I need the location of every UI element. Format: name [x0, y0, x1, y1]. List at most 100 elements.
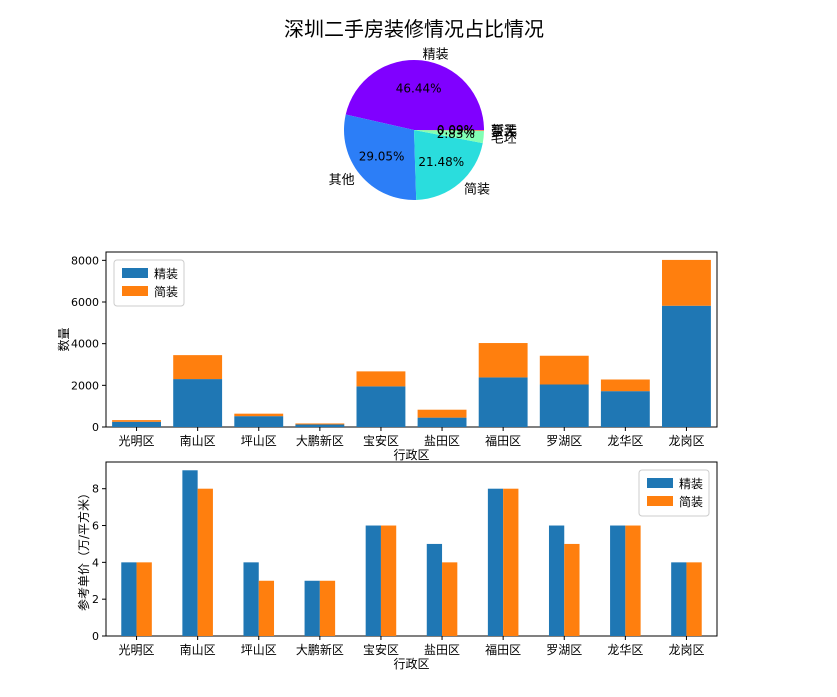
x-tick-label: 光明区	[119, 643, 155, 657]
x-axis-label: 行政区	[393, 448, 429, 462]
legend-label: 精装	[154, 267, 178, 281]
pie-value-label: 0.09%	[437, 123, 475, 137]
x-tick-label: 南山区	[180, 642, 216, 657]
legend-label: 简装	[679, 495, 703, 509]
pie-category-label: 暂无	[491, 124, 517, 139]
bar-series1	[112, 421, 161, 427]
bar-series1	[487, 488, 504, 636]
y-tick-label: 2000	[71, 379, 99, 392]
pie-category-label: 其他	[329, 173, 355, 188]
pie-slice-1	[344, 114, 417, 200]
bar-series2	[600, 379, 650, 392]
bar-series2	[173, 355, 223, 380]
bar-series2	[234, 413, 284, 417]
grouped-bar-chart: 光明区 南山区 坪山区 大鹏新区 宝安区 盐田区 福田区 罗湖区 龙华区 龙岗区 0 2 4 6 8 行政区 参…	[76, 461, 718, 671]
bars	[112, 259, 711, 427]
x-tick-label: 盐田区	[424, 434, 460, 448]
legend-swatch	[647, 478, 673, 488]
y-tick-label: 4	[92, 556, 99, 569]
x-tick-label: 龙华区	[607, 434, 643, 448]
x-tick-label: 坪山区	[241, 434, 277, 448]
x-tick-label: 南山区	[180, 433, 216, 448]
pie-category-label: 毛坯	[491, 132, 517, 147]
y-tick-label: 6000	[71, 296, 99, 309]
pie-slice-2	[414, 130, 483, 200]
bars	[121, 470, 702, 636]
pie-slice-0	[345, 60, 484, 130]
x-tick-label: 宝安区	[363, 642, 399, 657]
bar-series1	[234, 416, 284, 427]
pie-slice-3	[414, 130, 484, 144]
bar-series1	[600, 391, 650, 427]
legend-swatch	[122, 268, 148, 278]
y-axis-label: 参考单价（万/平方米）	[76, 487, 91, 611]
x-tick-label: 龙岗区	[668, 434, 704, 448]
y-tick-label: 0	[92, 421, 99, 434]
x-tick-label: 福田区	[485, 433, 521, 448]
y-tick-label: 2	[92, 593, 99, 606]
x-tick-label: 坪山区	[241, 643, 277, 657]
legend-swatch	[122, 286, 148, 296]
bar-series1	[426, 543, 443, 636]
pie-title: 深圳二手房装修情况占比情况	[284, 17, 544, 41]
y-tick-label: 6	[92, 520, 99, 533]
bar-series2	[503, 488, 519, 636]
bar-series1	[548, 525, 565, 636]
x-tick-label: 罗湖区	[546, 433, 582, 448]
bar-series1	[356, 386, 406, 427]
bar-series2	[662, 259, 711, 306]
pie-category-label: 简装	[464, 182, 490, 198]
x-tick-label: 光明区	[119, 434, 155, 448]
bar-series1	[295, 424, 345, 427]
bar-series2	[112, 420, 161, 422]
bar-series1	[365, 525, 381, 636]
bar-series2	[197, 488, 213, 636]
x-tick-label: 宝安区	[363, 433, 399, 448]
pie-chart: 深圳二手房装修情况占比情况 46.44% 精装 29.05% 其他 21.48%简装 2.…	[284, 17, 544, 200]
bar-series2	[319, 580, 336, 636]
bar-series2	[380, 525, 397, 636]
y-axis-label: 数量	[56, 327, 71, 351]
legend-swatch	[647, 496, 673, 506]
bar-series2	[258, 580, 275, 636]
bar-series1	[121, 562, 137, 636]
bar-series1	[478, 377, 528, 427]
legend-label: 简装	[154, 285, 178, 299]
bar-series2	[442, 562, 458, 636]
pie-value-label: 0.09%	[437, 123, 475, 137]
x-tick-label: 罗湖区	[546, 642, 582, 657]
x-tick-label: 龙华区	[607, 643, 643, 657]
bar-series1	[610, 525, 626, 636]
y-tick-label: 8000	[71, 254, 99, 267]
stacked-bar-chart: 光明区 南山区 坪山区 大鹏新区 宝安区 盐田区 福田区 罗湖区 龙华区 龙岗区 0 2000 4000…	[56, 251, 718, 462]
bar-series2	[356, 371, 406, 387]
pie-value-label: 2.83%	[437, 127, 475, 141]
bar-series2	[686, 562, 702, 636]
pie-category-label: 豪装	[491, 124, 517, 140]
bar-series2	[478, 343, 528, 378]
pie-value-label: 21.48%	[418, 155, 464, 169]
bar-series2	[295, 423, 345, 425]
bar-series2	[136, 562, 152, 636]
axes-frame	[105, 461, 718, 637]
axes-frame	[105, 251, 718, 428]
pie-value-label: 29.05%	[359, 150, 405, 164]
bar-series2	[539, 355, 589, 385]
x-axis-label: 行政区	[393, 657, 429, 671]
pie-slice-4	[414, 130, 484, 131]
x-tick-label: 大鹏新区	[296, 642, 344, 657]
pie-value-label: 46.44%	[396, 81, 442, 95]
bar-series1	[417, 417, 467, 427]
x-tick-label: 龙岗区	[668, 643, 704, 657]
y-tick-label: 4000	[71, 338, 99, 351]
bar-series1	[243, 562, 259, 636]
bar-series2	[625, 525, 641, 636]
pie-category-label: 精装	[423, 47, 449, 62]
bar-series2	[564, 543, 580, 636]
y-tick-label: 8	[92, 483, 99, 496]
legend-label: 精装	[679, 477, 703, 491]
